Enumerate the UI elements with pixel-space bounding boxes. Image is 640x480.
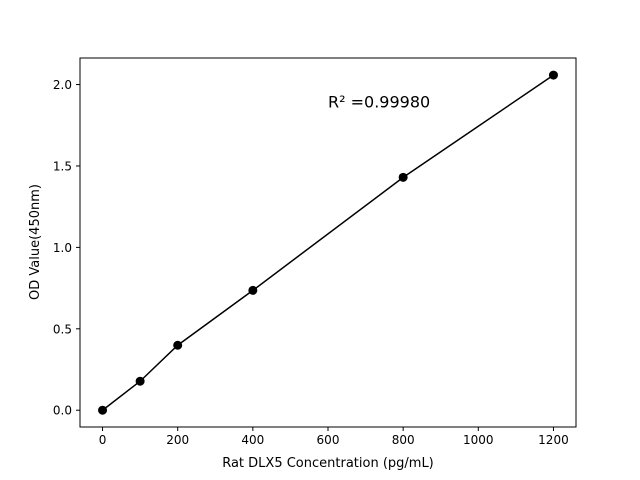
data-point (248, 285, 258, 295)
y-axis-label: OD Value(450nm) (28, 184, 43, 300)
data-point (398, 172, 408, 182)
x-tick-label: 400 (241, 433, 264, 447)
x-tick-label: 600 (317, 433, 340, 447)
plot-area (79, 57, 577, 428)
x-axis-label: Rat DLX5 Concentration (pg/mL) (222, 456, 434, 471)
y-tick-label: 1.5 (53, 159, 72, 173)
data-point (173, 340, 183, 350)
data-point (98, 405, 108, 415)
data-point (135, 376, 145, 386)
x-tick-label: 1200 (538, 433, 569, 447)
y-tick-label: 2.0 (53, 78, 72, 92)
y-tick-label: 0.0 (53, 404, 72, 418)
r-squared-annotation: R² =0.99980 (328, 92, 430, 111)
data-point (548, 70, 558, 80)
x-tick-label: 200 (166, 433, 189, 447)
x-tick-label: 0 (99, 433, 107, 447)
series-line (102, 74, 554, 411)
y-tick-label: 0.5 (53, 322, 72, 336)
x-tick-label: 800 (392, 433, 415, 447)
x-tick-label: 1000 (463, 433, 494, 447)
y-tick-label: 1.0 (53, 241, 72, 255)
